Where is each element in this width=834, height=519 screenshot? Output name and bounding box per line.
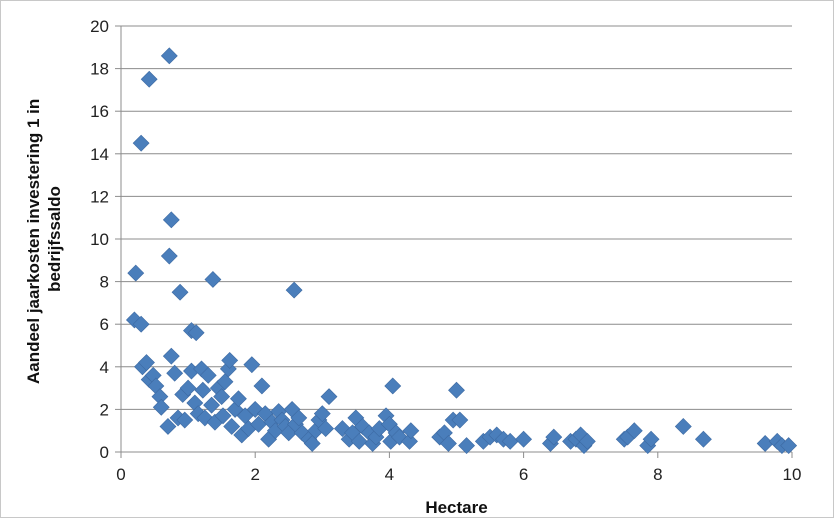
data-point-103 — [545, 428, 563, 446]
x-tick-labels: 0 2 4 6 8 10 — [116, 465, 801, 484]
data-point-34 — [203, 396, 221, 414]
data-point-101 — [515, 430, 533, 448]
data-point-49 — [246, 400, 264, 418]
x-tick-label-6: 6 — [519, 465, 528, 484]
y-tick-label-2: 2 — [100, 400, 109, 419]
data-point-95 — [458, 437, 475, 455]
data-point-41 — [221, 351, 239, 369]
data-point-1 — [132, 315, 150, 333]
data-point-2 — [127, 264, 145, 282]
data-point-24 — [179, 379, 197, 397]
data-point-113 — [642, 430, 660, 448]
data-point-12 — [138, 354, 155, 371]
data-point-37 — [213, 388, 231, 406]
data-point-88 — [402, 422, 420, 440]
y-tick-label-18: 18 — [90, 60, 109, 79]
data-point-6 — [162, 211, 180, 229]
y-tick-label-10: 10 — [90, 230, 109, 249]
data-point-8 — [171, 283, 189, 301]
x-tick-label-10: 10 — [783, 465, 802, 484]
data-point-116 — [756, 435, 774, 452]
data-point-19 — [162, 347, 180, 365]
data-point-39 — [216, 373, 234, 391]
data-point-33 — [199, 366, 217, 384]
y-axis-title-line-2: bedrijfssaldo — [45, 186, 64, 292]
data-point-4 — [140, 70, 158, 88]
data-point-50 — [250, 415, 267, 433]
y-tick-label-14: 14 — [90, 145, 109, 164]
data-point-9 — [204, 271, 222, 288]
data-point-26 — [187, 324, 205, 342]
y-tick-label-16: 16 — [90, 102, 109, 121]
data-point-69 — [317, 420, 335, 437]
data-point-94 — [451, 411, 469, 429]
data-point-18 — [159, 418, 177, 435]
data-point-84 — [384, 377, 402, 395]
data-point-10 — [285, 281, 303, 299]
data-point-114 — [674, 418, 692, 435]
data-point-5 — [160, 47, 178, 65]
data-point-100 — [501, 432, 519, 450]
data-point-115 — [695, 430, 712, 448]
data-point-62 — [290, 409, 308, 427]
data-point-111 — [625, 422, 643, 440]
data-point-93 — [448, 381, 465, 399]
data-point-91 — [440, 435, 457, 452]
data-point-68 — [313, 405, 331, 423]
y-tick-label-12: 12 — [90, 187, 109, 206]
y-tick-label-0: 0 — [100, 443, 109, 462]
data-point-23 — [176, 411, 194, 429]
data-points — [125, 47, 798, 455]
x-tick-label-0: 0 — [116, 465, 125, 484]
data-point-108 — [578, 432, 596, 450]
y-tick-label-6: 6 — [100, 315, 109, 334]
x-tick-label-2: 2 — [250, 465, 259, 484]
data-point-38 — [214, 407, 232, 425]
data-point-51 — [253, 377, 271, 395]
y-tick-label-8: 8 — [100, 273, 109, 292]
data-point-48 — [243, 356, 261, 374]
y-axis-title-line-1: Aandeel jaarkosten investering 1 in — [24, 99, 43, 384]
y-tick-label-20: 20 — [90, 17, 109, 36]
data-point-42 — [223, 418, 241, 435]
y-axis-title: Aandeel jaarkosten investering 1 in bedr… — [24, 94, 64, 384]
data-point-87 — [401, 432, 418, 450]
data-point-44 — [230, 390, 247, 408]
data-point-31 — [194, 381, 212, 399]
data-point-3 — [132, 134, 150, 152]
data-point-65 — [303, 435, 321, 452]
data-point-70 — [320, 388, 338, 406]
data-point-119 — [780, 437, 798, 455]
y-tick-label-4: 4 — [100, 358, 109, 377]
data-point-17 — [152, 398, 170, 416]
data-point-7 — [160, 247, 178, 265]
data-point-75 — [350, 432, 368, 450]
axes — [120, 26, 793, 458]
data-point-20 — [166, 364, 184, 382]
y-tick-labels: 0 2 4 6 8 10 12 14 16 18 20 — [90, 17, 109, 462]
x-tick-label-8: 8 — [653, 465, 662, 484]
x-tick-label-4: 4 — [385, 465, 394, 484]
x-axis-title: Hectare — [425, 498, 487, 517]
